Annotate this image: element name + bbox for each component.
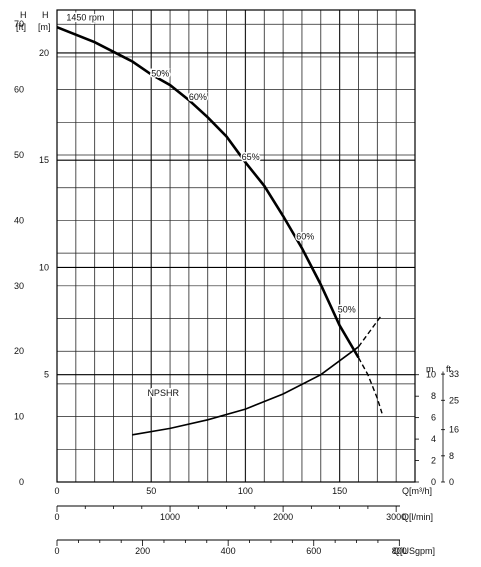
h-ft-tick-label: 10 <box>14 412 24 422</box>
q-usgpm-tick-label: 400 <box>221 546 236 556</box>
npshr-m-tick-label: 10 <box>426 370 436 380</box>
h-m-tick-label: 15 <box>39 155 49 165</box>
h-m-axis-unit: [m] <box>38 22 51 32</box>
npshr-m-axis-label: m <box>426 364 434 374</box>
npshr-m-tick-label: 0 <box>431 477 436 487</box>
h-m-tick-label: 10 <box>39 262 49 272</box>
annotation-label: NPSHR <box>147 388 179 398</box>
npshr-m-tick-label: 4 <box>431 434 436 444</box>
q-m3h-tick-label: 0 <box>54 486 59 496</box>
npshr-ft-tick-label: 25 <box>449 395 459 405</box>
q-lmin-tick-label: 3000 <box>386 512 406 522</box>
h-ft-tick-label: 60 <box>14 85 24 95</box>
h-ft-tick-label: 0 <box>19 477 24 487</box>
npshr-ft-axis-label: ft <box>446 364 452 374</box>
h-ft-tick-label: 70 <box>14 19 24 29</box>
npshr-m-tick-label: 6 <box>431 413 436 423</box>
npshr-ft-tick-label: 0 <box>449 477 454 487</box>
q-usgpm-tick-label: 600 <box>306 546 321 556</box>
q-m3h-axis-label: Q[m³/h] <box>402 486 432 496</box>
h-ft-tick-label: 30 <box>14 281 24 291</box>
npshr-m-tick-label: 8 <box>431 391 436 401</box>
h-m-tick-label: 20 <box>39 48 49 58</box>
h-m-tick-label: 5 <box>44 370 49 380</box>
q-lmin-tick-label: 2000 <box>273 512 293 522</box>
annotation-label: 60% <box>189 92 207 102</box>
npshr-ft-tick-label: 16 <box>449 425 459 435</box>
h-ft-tick-label: 40 <box>14 215 24 225</box>
annotation-label: 50% <box>151 69 169 79</box>
annotation-label: 60% <box>296 232 314 242</box>
annotation-label: 1450 rpm <box>66 13 104 23</box>
q-m3h-tick-label: 150 <box>332 486 347 496</box>
q-usgpm-axis-label: Q[USgpm] <box>393 546 435 556</box>
npshr-ft-tick-label: 8 <box>449 451 454 461</box>
npshr-curve-dashed-extension <box>357 314 383 348</box>
plot-frame <box>56 9 416 483</box>
h-ft-axis-label: H <box>20 10 27 20</box>
curves <box>56 25 383 436</box>
head-curve-1450rpm-line <box>56 25 360 359</box>
head-curve-1450rpm-dashed-extension <box>357 357 383 414</box>
npshr-m-tick-label: 2 <box>431 456 436 466</box>
q-usgpm-tick-label: 0 <box>54 546 59 556</box>
q-usgpm-tick-label: 800 <box>392 546 407 556</box>
h-ft-axis-unit: [ft] <box>16 22 26 32</box>
annotation-label: 65% <box>242 152 260 162</box>
h-ft-tick-label: 20 <box>14 346 24 356</box>
plot-border <box>56 9 416 483</box>
axes: H [ft] H [m] 0 10 20 30 40 50 60 70 5 10 15 20 m ft 0 2 4 6 8 1… <box>14 10 459 556</box>
h-m-axis-label: H <box>42 10 49 20</box>
npshr-ft-tick-label: 33 <box>449 369 459 379</box>
q-lmin-tick-label: 0 <box>54 512 59 522</box>
h-ft-tick-label: 50 <box>14 150 24 160</box>
annotations: 1450 rpm 50% 60% 65% 60% 50% NPSHR <box>65 11 357 399</box>
q-lmin-tick-label: 1000 <box>160 512 180 522</box>
q-lmin-axis-label: Q[l/min] <box>402 512 433 522</box>
q-usgpm-tick-label: 200 <box>135 546 150 556</box>
q-m3h-tick-label: 50 <box>146 486 156 496</box>
npshr-curve-line <box>132 346 359 436</box>
annotation-label: 50% <box>338 305 356 315</box>
q-m3h-tick-label: 100 <box>238 486 253 496</box>
